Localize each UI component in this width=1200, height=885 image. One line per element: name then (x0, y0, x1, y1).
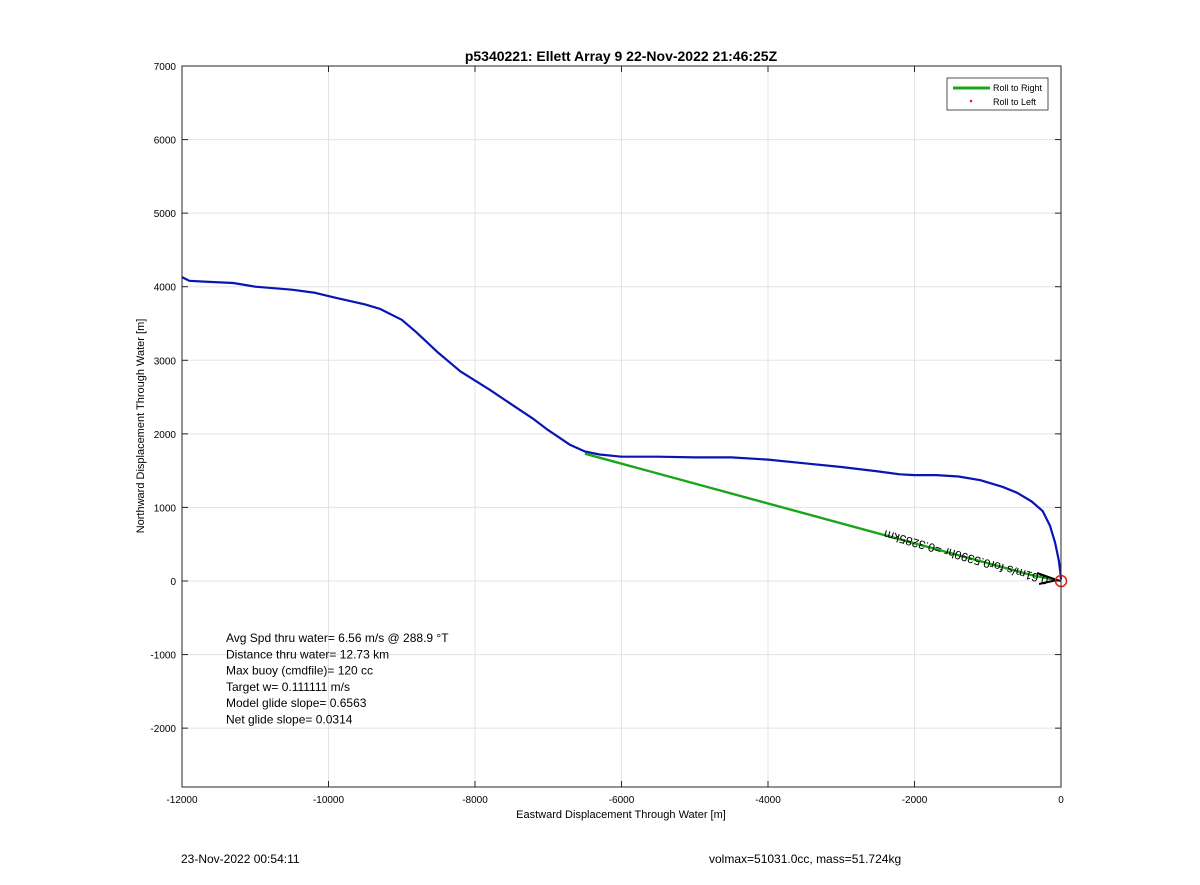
x-tick-label: -10000 (313, 795, 345, 806)
stats-line: Max buoy (cmdfile)= 120 cc (226, 664, 373, 678)
y-tick-label: -1000 (150, 651, 176, 662)
stats-annotation: Avg Spd thru water= 6.56 m/s @ 288.9 °T D… (226, 631, 449, 727)
footer-volmax-mass: volmax=51031.0cc, mass=51.724kg (709, 852, 902, 866)
y-tick-label: 3000 (154, 356, 177, 367)
y-tick-label: 2000 (154, 430, 177, 441)
stats-line: Distance thru water= 12.73 km (226, 647, 389, 661)
x-tick-label: -2000 (902, 795, 928, 806)
x-tick-label: 0 (1058, 795, 1064, 806)
y-tick-label: 6000 (154, 136, 177, 147)
y-tick-label: 4000 (154, 283, 177, 294)
stats-line: Model glide slope= 0.6563 (226, 696, 367, 710)
segment-speed-annotation: 0.61m/s for0.5390hr =0.3285km (882, 527, 1050, 587)
y-axis-label: Northward Displacement Through Water [m] (135, 319, 147, 534)
grid-lines (181, 65, 1062, 787)
chart-title: p5340221: Ellett Array 9 22-Nov-2022 21:… (465, 48, 778, 64)
y-tick-label: 5000 (154, 209, 177, 220)
legend-label-roll-left: Roll to Left (993, 97, 1037, 107)
x-tick-label: -8000 (462, 795, 488, 806)
y-tick-label: 0 (170, 577, 176, 588)
y-tick-labels: -2000 -1000 0 1000 2000 3000 4000 5000 6000 7000 (150, 62, 176, 735)
x-axis-label: Eastward Displacement Through Water [m] (516, 809, 726, 821)
stats-line: Avg Spd thru water= 6.56 m/s @ 288.9 °T (226, 631, 449, 645)
y-tick-label: 1000 (154, 503, 177, 514)
x-tick-labels: -12000 -10000 -8000 -6000 -4000 -2000 0 (166, 795, 1064, 806)
legend-label-roll-right: Roll to Right (993, 83, 1043, 93)
x-tick-label: -4000 (755, 795, 781, 806)
series-line-track (181, 276, 1063, 580)
legend-box (946, 77, 1049, 111)
legend-swatch-roll-left (969, 99, 973, 103)
x-tick-label: -6000 (609, 795, 635, 806)
y-tick-label: -2000 (150, 724, 176, 735)
segment-speed-label: 0.61m/s for0.5390hr =0.3285km (882, 527, 1050, 587)
stats-line: Net glide slope= 0.0314 (226, 713, 353, 727)
y-tick-label: 7000 (154, 62, 177, 73)
footer-timestamp: 23-Nov-2022 00:54:11 (181, 852, 300, 866)
direction-arrow (1036, 572, 1061, 585)
x-tick-label: -12000 (166, 795, 198, 806)
stats-line: Target w= 0.111111 m/s (226, 680, 350, 694)
legend: Roll to Right Roll to Left (946, 77, 1049, 111)
tick-marks (181, 65, 1062, 787)
